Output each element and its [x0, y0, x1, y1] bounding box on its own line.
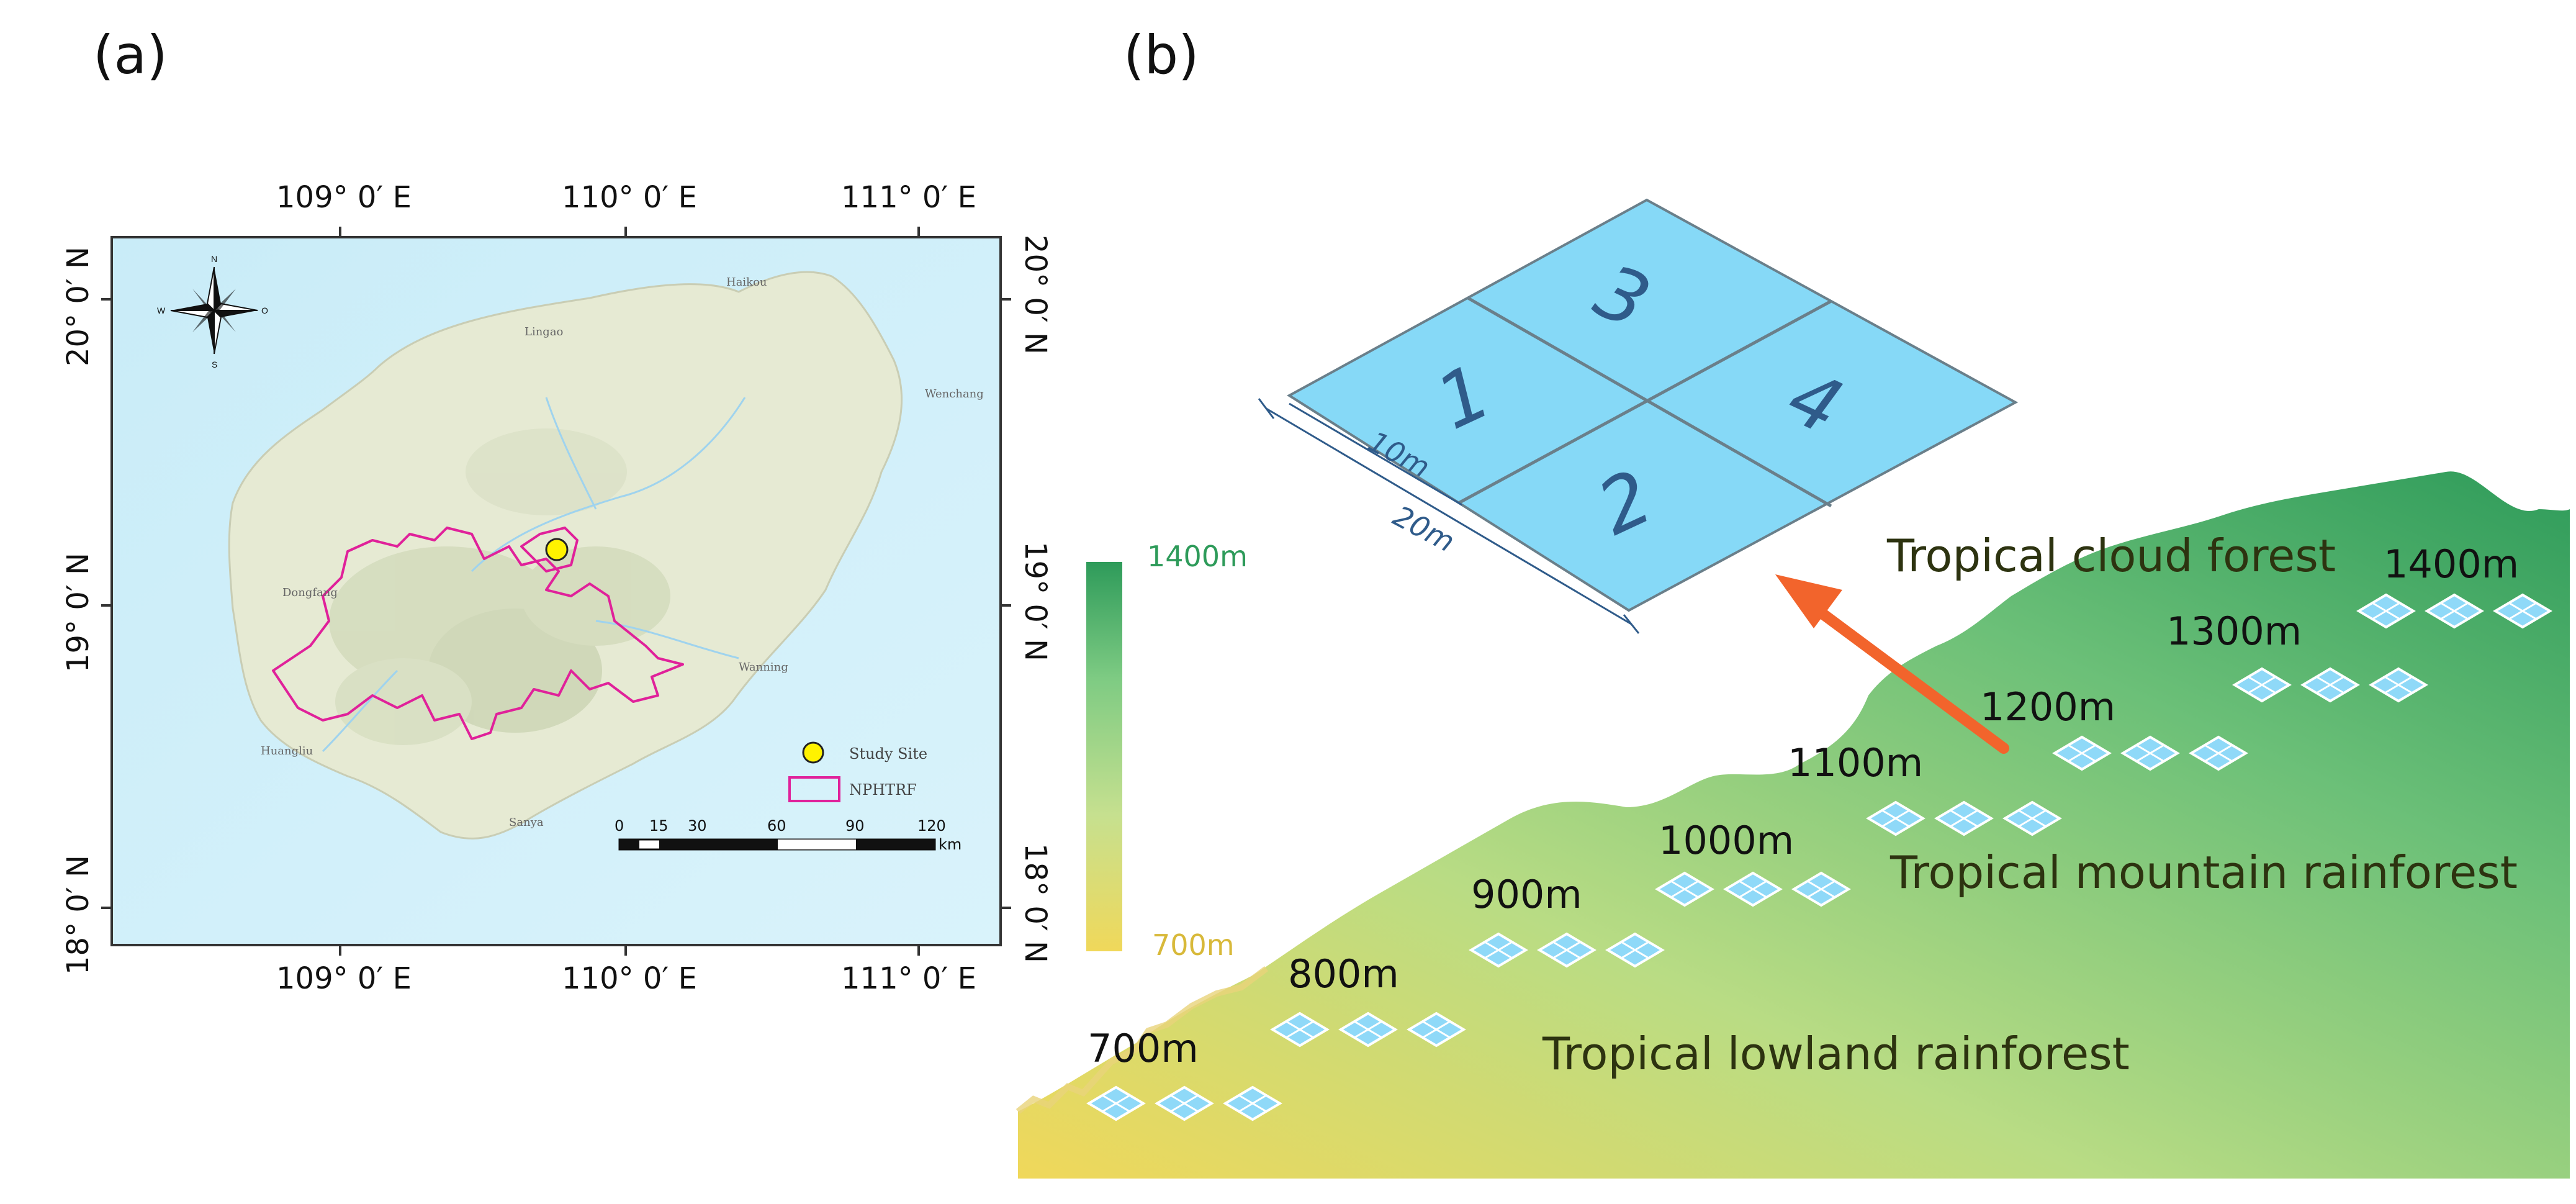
scale-tick-30: 30	[688, 817, 707, 835]
tree-line-texture	[1016, 966, 1268, 1114]
dim-label-20m: 20m	[1388, 499, 1461, 559]
terrain-shading	[329, 428, 670, 745]
elev-1000m: 1000m	[1659, 818, 1794, 863]
scale-tick-90: 90	[845, 817, 865, 835]
legend-site-label: Study Site	[849, 745, 927, 763]
scale-tick-15: 15	[649, 817, 669, 835]
place-dongfang: Dongfang	[282, 586, 338, 599]
pointer-arrow	[1775, 574, 2009, 754]
elev-1100m: 1100m	[1788, 740, 1923, 785]
dim-line-10m	[1289, 402, 1462, 506]
lon-top-109: 109° 0′ E	[276, 180, 412, 215]
elev-1300m: 1300m	[2166, 609, 2302, 654]
lat-left-20: 20° 0′ N	[61, 247, 96, 366]
lat-right-19: 19° 0′ N	[1018, 541, 1053, 661]
forest-mountain: Tropical mountain rainforest	[1889, 846, 2518, 898]
plot-diagram: 1 2 3 4 10m 20m	[1258, 198, 2019, 634]
place-sanya: Sanya	[509, 816, 544, 829]
elevation-colorbar	[1086, 562, 1122, 951]
compass-rose: N S W O	[157, 254, 268, 369]
tiles-700m	[1088, 1086, 1281, 1121]
place-wenchang: Wenchang	[925, 387, 984, 401]
map-axis-labels: 109° 0′ E 110° 0′ E 111° 0′ E 109° 0′ E …	[61, 180, 1053, 996]
lon-top-110: 110° 0′ E	[562, 180, 697, 215]
compass-e: O	[261, 306, 268, 315]
scale-unit: km	[939, 836, 961, 853]
forest-cloud: Tropical cloud forest	[1886, 530, 2336, 582]
lat-right-18: 18° 0′ N	[1018, 843, 1053, 963]
terrain-slope	[1018, 471, 2570, 1179]
lat-left-19: 19° 0′ N	[61, 553, 96, 672]
elev-700m: 700m	[1088, 1026, 1199, 1071]
elevation-labels: 700m 800m 900m 1000m 1100m 1200m 1300m 1…	[1088, 541, 2519, 1071]
place-wanning: Wanning	[739, 661, 788, 674]
lon-bottom-109: 109° 0′ E	[276, 961, 412, 996]
lon-top-111: 111° 0′ E	[841, 180, 976, 215]
lat-left-18: 18° 0′ N	[61, 855, 96, 975]
tiles-1100m	[1867, 801, 2061, 836]
colorbar-bottom-label: 700m	[1152, 928, 1235, 962]
compass-n: N	[211, 254, 217, 264]
elev-800m: 800m	[1288, 951, 1399, 997]
place-lingao: Lingao	[525, 325, 563, 338]
compass-s: S	[212, 360, 217, 369]
elev-1400m: 1400m	[2384, 541, 2519, 587]
legend-boundary-label: NPHTRF	[849, 781, 917, 799]
tiles-1400m	[2358, 594, 2551, 628]
lon-bottom-111: 111° 0′ E	[841, 961, 976, 996]
nphtrf-boundary	[272, 527, 684, 740]
forest-lowland: Tropical lowland rainforest	[1542, 1028, 2130, 1080]
map-legend: Study Site NPHTRF	[788, 741, 927, 802]
tiles-900m	[1470, 933, 1664, 967]
lon-bottom-110: 110° 0′ E	[562, 961, 697, 996]
scale-tick-60: 60	[767, 817, 786, 835]
forest-type-labels: Tropical cloud forest Tropical mountain …	[1542, 530, 2518, 1080]
tiles-800m	[1271, 1012, 1465, 1047]
tiles-1300m	[2233, 668, 2427, 702]
map-frame: Haikou Lingao Wenchang Dongfang Wanning …	[110, 236, 1002, 946]
lat-right-20: 20° 0′ N	[1018, 235, 1053, 355]
colorbar-top-label: 1400m	[1147, 540, 1248, 573]
scale-tick-0: 0	[615, 817, 624, 835]
tiles-1200m	[2053, 736, 2247, 771]
scale-bar: 0 15 30 60 90 120 km	[615, 817, 961, 853]
map-ticks	[101, 227, 1011, 956]
scale-tick-120: 120	[917, 817, 946, 835]
tiles-1000m	[1656, 872, 1850, 907]
panel-b-label: (b)	[1124, 24, 1199, 86]
dim-line-20m	[1266, 407, 1632, 625]
place-labels: Haikou Lingao Wenchang Dongfang Wanning …	[261, 276, 984, 829]
study-site-marker	[545, 538, 569, 561]
place-haikou: Haikou	[726, 276, 767, 289]
legend-site-symbol	[802, 741, 824, 764]
compass-w: W	[157, 306, 166, 315]
elev-1200m: 1200m	[1980, 684, 2115, 730]
elev-900m: 900m	[1471, 872, 1582, 917]
legend-boundary-symbol	[788, 776, 840, 802]
rivers	[322, 397, 746, 753]
place-huangliu: Huangliu	[261, 745, 313, 758]
panel-a-label: (a)	[93, 24, 168, 86]
